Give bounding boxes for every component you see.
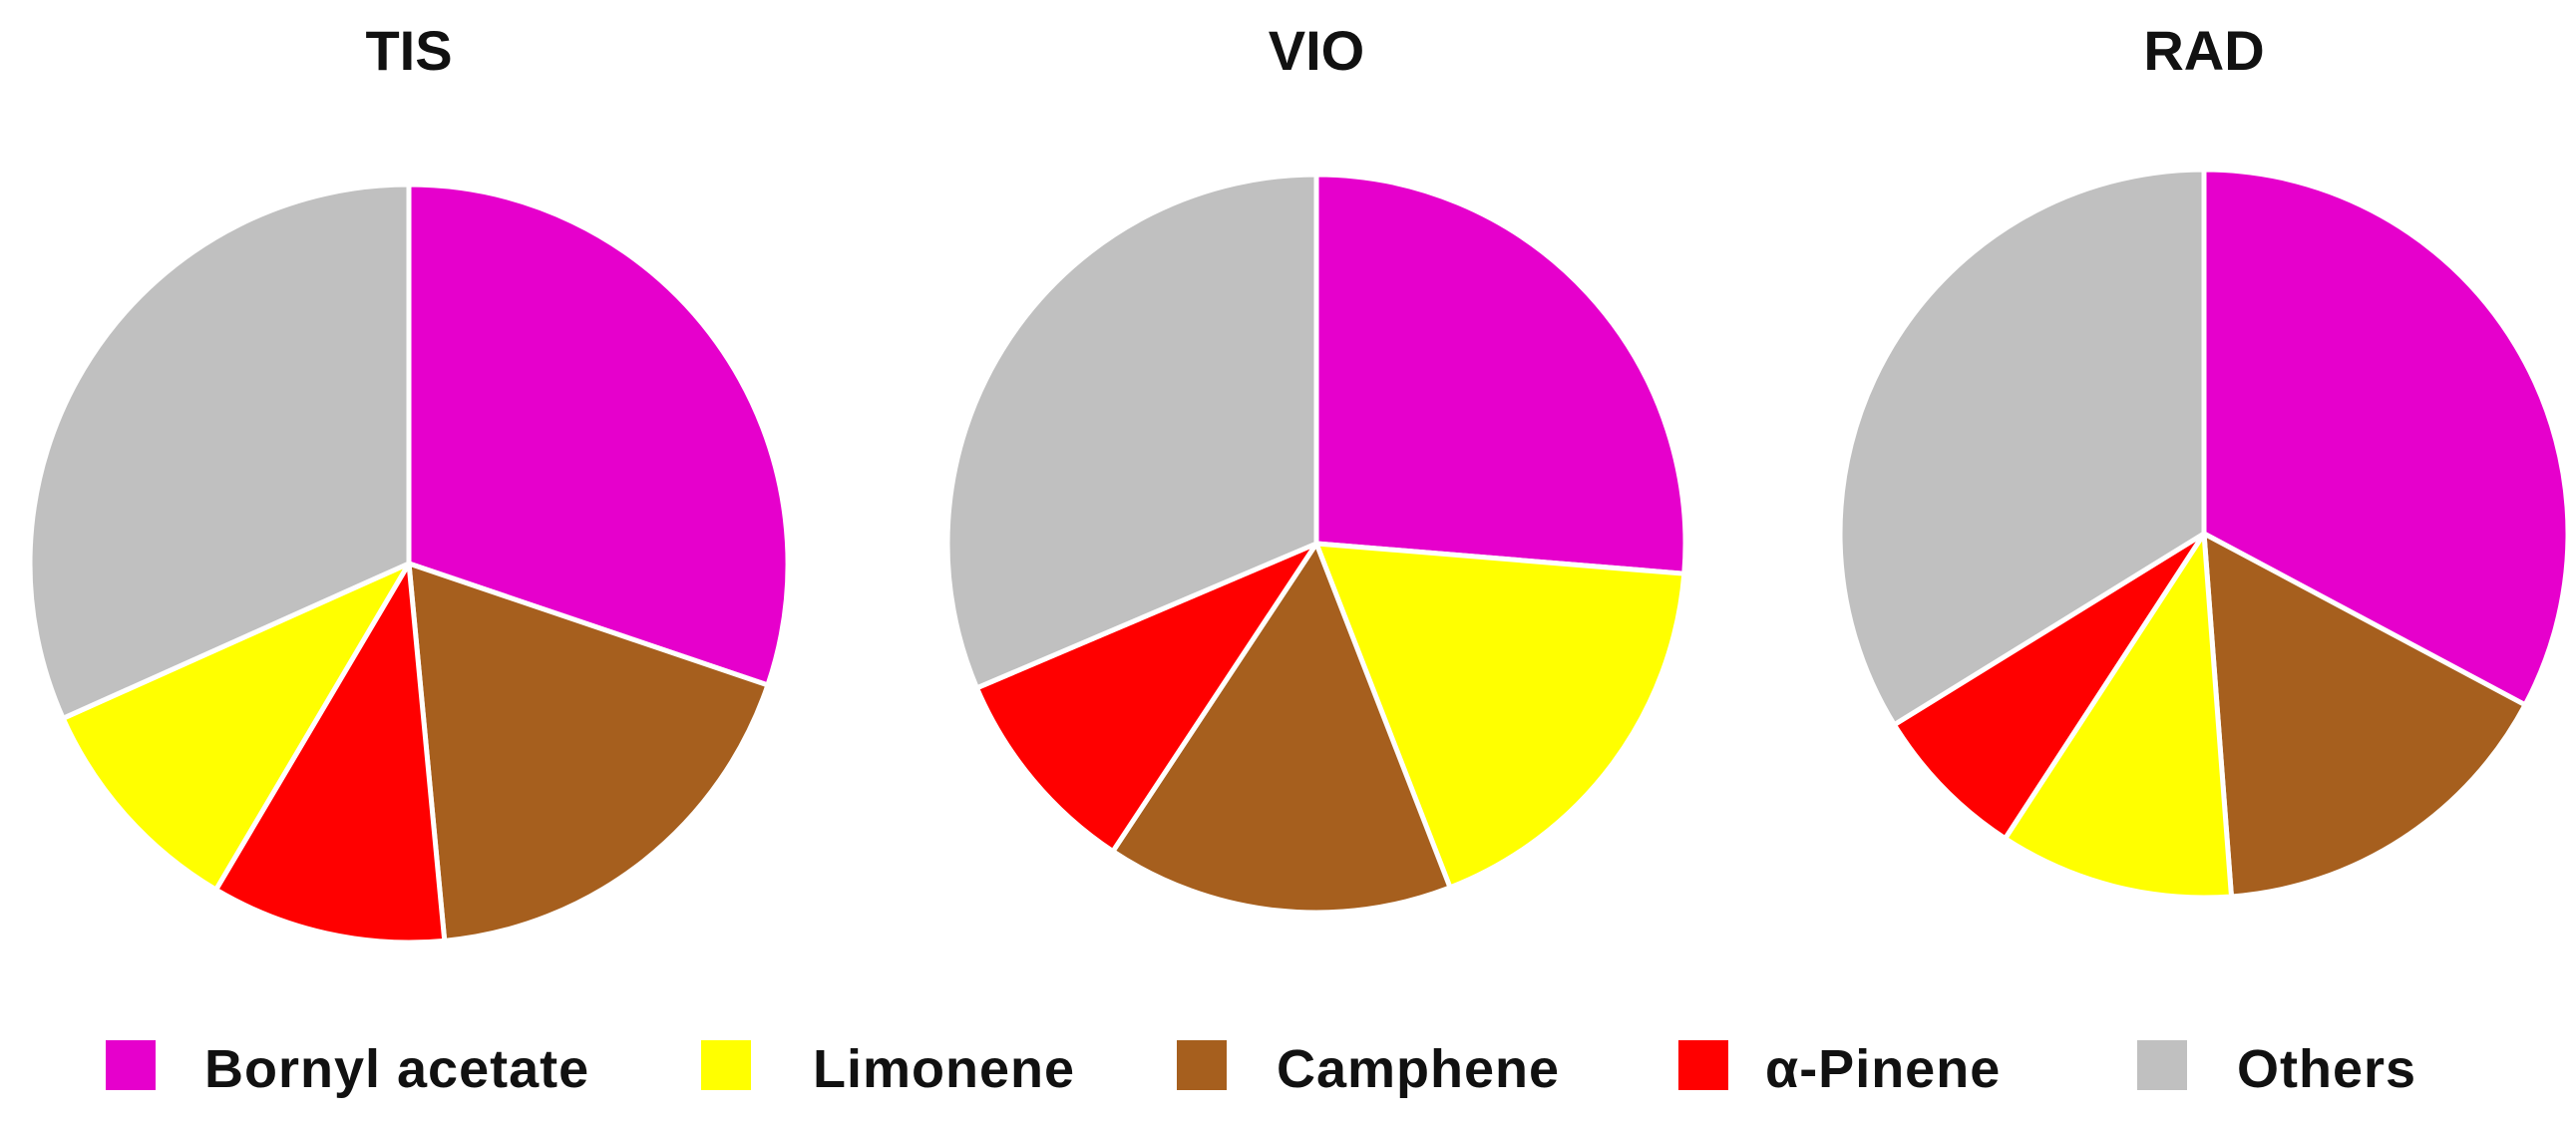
- pie-slice-rad-others: [1837, 167, 2207, 728]
- pie-slice-tis-limonene: [60, 561, 412, 893]
- legend-label-others: Others: [2237, 1039, 2416, 1099]
- pie-slice-tis-bornyl-acetate: [406, 182, 791, 688]
- legend: Bornyl acetate Limonene Camphene α-Pinen…: [106, 1039, 2416, 1099]
- legend-label-camphene: Camphene: [1277, 1039, 1560, 1099]
- pie-chart-vio: [944, 172, 1688, 916]
- pie-slice-rad-limonene: [2003, 531, 2234, 901]
- pie-slice-vio-others: [944, 172, 1319, 691]
- pie-slice-tis-alpha-pinene: [213, 561, 448, 945]
- legend-swatch-camphene: [1177, 1040, 1227, 1090]
- pie-slice-rad-alpha-pinene: [1891, 531, 2207, 842]
- legend-swatch-others: [2137, 1040, 2187, 1090]
- legend-swatch-limonene: [701, 1040, 751, 1090]
- legend-label-limonene: Limonene: [813, 1039, 1075, 1099]
- pie-title-tis: TIS: [365, 19, 452, 82]
- pie-slice-tis-camphene: [406, 561, 771, 943]
- legend-label-alpha-pinene: α-Pinene: [1765, 1039, 2001, 1099]
- pie-chart-tis: [27, 182, 791, 945]
- legend-swatch-bornyl-acetate: [106, 1040, 156, 1090]
- pie-slice-rad-camphene: [2201, 531, 2528, 900]
- pie-slice-rad-bornyl-acetate: [2201, 167, 2571, 708]
- pie-chart-rad: [1837, 167, 2571, 901]
- pie-title-rad: RAD: [2143, 19, 2264, 82]
- pie-slice-tis-others: [27, 182, 412, 721]
- pie-slice-vio-limonene: [1313, 541, 1687, 891]
- legend-swatch-alpha-pinene: [1678, 1040, 1728, 1090]
- pie-title-vio: VIO: [1269, 19, 1364, 82]
- pie-slice-vio-bornyl-acetate: [1313, 172, 1688, 576]
- pie-slice-vio-camphene: [1110, 541, 1453, 916]
- legend-label-bornyl-acetate: Bornyl acetate: [204, 1039, 589, 1099]
- pie-slice-vio-alpha-pinene: [974, 541, 1319, 855]
